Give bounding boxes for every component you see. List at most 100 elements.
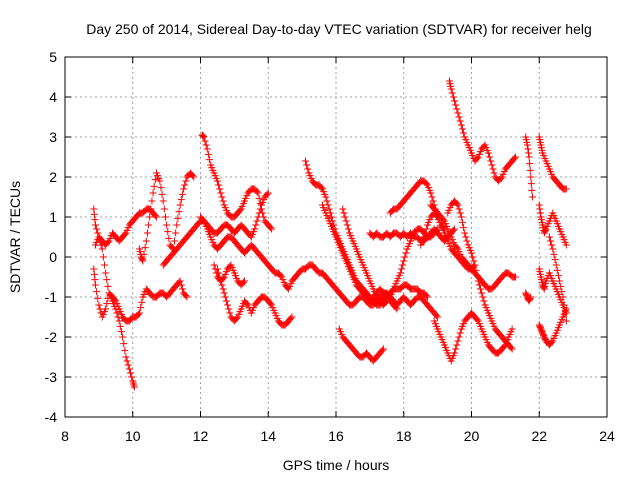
data-point [189,172,197,180]
data-point [215,181,223,189]
data-point [344,225,352,233]
data-point [267,300,275,308]
y-tick-label: 5 [49,49,57,65]
data-point [548,338,556,346]
data-point [134,310,142,318]
data-point [461,229,469,237]
data-point [233,314,241,322]
data-point [94,229,102,237]
data-point [342,217,350,225]
data-point [528,193,536,201]
data-point [452,101,460,109]
data-series-s22 [522,133,536,201]
data-point [475,281,483,289]
data-point [90,205,98,213]
y-tick-label: 3 [49,129,57,145]
data-point [253,188,261,196]
data-point [141,244,149,252]
data-point [212,269,220,277]
data-point [103,300,111,308]
data-point [399,261,407,269]
data-point [203,145,211,153]
data-point [126,369,134,377]
data-point [525,153,533,161]
y-tick-label: -4 [45,409,58,425]
data-point [458,218,466,226]
data-point [400,257,408,265]
data-series-s24 [535,133,570,193]
data-point [150,182,158,190]
data-point [252,221,260,229]
data-point [401,253,409,261]
data-point [462,233,470,241]
data-point [152,213,160,221]
data-point [562,185,570,193]
data-point [115,317,123,325]
data-point [173,221,181,229]
data-point [460,224,468,232]
data-point [479,293,487,301]
x-tick-label: 18 [396,428,412,444]
data-point [111,296,119,304]
data-point [97,241,105,249]
data-point [302,157,310,165]
data-point [104,282,112,290]
data-point [119,333,127,341]
chart-title: Day 250 of 2014, Sidereal Day-to-day VTE… [86,21,592,37]
data-series-s13 [335,325,387,365]
data-point [91,216,99,224]
data-point [202,141,210,149]
data-point [128,373,136,381]
data-point [257,205,265,213]
data-point [172,229,180,237]
data-point [176,277,184,285]
data-point [447,85,455,93]
data-point [541,226,549,234]
data-point [536,205,544,213]
data-point [561,309,569,317]
data-point [91,276,99,284]
data-series-s15 [386,177,448,233]
x-tick-label: 16 [328,428,344,444]
x-tick-label: 24 [599,428,615,444]
data-point [454,337,462,345]
data-point [120,340,128,348]
data-point [226,309,234,317]
data-point [180,185,188,193]
data-point [473,316,481,324]
data-point [548,241,556,249]
data-point [90,210,98,218]
data-point [160,205,168,213]
data-point [159,197,167,205]
data-point [220,289,228,297]
x-tick-label: 22 [531,428,547,444]
data-point [96,237,104,245]
x-axis-label: GPS time / hours [283,457,390,473]
data-point [149,189,157,197]
data-point [140,250,148,258]
data-point [434,313,442,321]
data-point [473,154,481,162]
data-point [524,145,532,153]
y-axis-label: SDTVAR / TECUs [7,181,23,293]
data-point [396,269,404,277]
data-point [101,261,109,269]
data-point [528,186,536,194]
data-point [527,173,535,181]
data-point [540,284,548,292]
data-point [177,281,185,289]
data-point [551,256,559,264]
data-series-s4 [136,169,198,265]
data-points [90,77,570,391]
data-point [138,256,146,264]
y-tick-label: 0 [49,249,57,265]
data-point [527,293,535,301]
data-point [456,209,464,217]
data-point [429,197,437,205]
data-point [171,237,179,245]
data-point [474,277,482,285]
data-point [222,297,230,305]
